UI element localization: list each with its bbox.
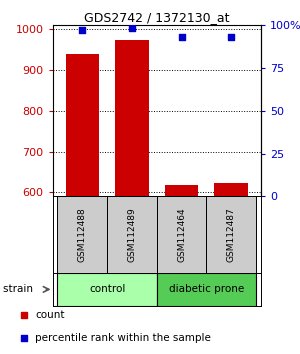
Text: GSM112464: GSM112464 — [177, 207, 186, 262]
Point — [130, 25, 134, 31]
Text: control: control — [89, 284, 125, 295]
Text: diabetic prone: diabetic prone — [169, 284, 244, 295]
Bar — [115, 40, 149, 196]
Bar — [157, 196, 206, 273]
Bar — [157, 273, 256, 306]
Text: strain: strain — [3, 284, 36, 293]
Text: count: count — [35, 310, 65, 320]
Text: GSM112489: GSM112489 — [128, 207, 136, 262]
Bar — [65, 54, 99, 196]
Bar — [165, 185, 198, 196]
Point — [80, 27, 85, 33]
Text: GSM112487: GSM112487 — [227, 207, 236, 262]
Bar — [58, 273, 157, 306]
Point — [229, 34, 234, 40]
Bar — [107, 196, 157, 273]
Text: percentile rank within the sample: percentile rank within the sample — [35, 333, 211, 343]
Text: GSM112488: GSM112488 — [78, 207, 87, 262]
Point — [179, 34, 184, 40]
Bar — [206, 196, 256, 273]
Bar — [58, 196, 107, 273]
Bar — [214, 183, 248, 196]
Title: GDS2742 / 1372130_at: GDS2742 / 1372130_at — [84, 11, 230, 24]
